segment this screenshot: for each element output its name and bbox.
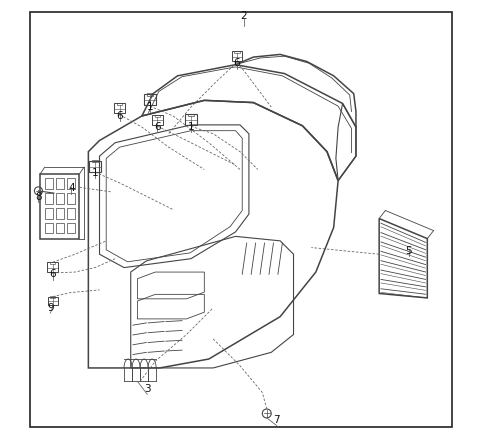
Bar [45,223,53,233]
Bar [40,174,79,239]
Bar [67,193,75,204]
Bar [185,114,197,125]
Bar [89,161,101,172]
Text: 6: 6 [49,269,56,279]
Bar [48,297,58,306]
Bar [45,178,53,189]
Bar [234,51,240,53]
Bar [155,115,160,117]
Text: 3: 3 [144,384,151,394]
Bar [144,94,156,105]
Text: 1: 1 [188,122,194,132]
Text: 1: 1 [92,168,98,178]
Text: 6: 6 [116,111,123,121]
Bar [92,160,98,162]
Text: 8: 8 [35,192,42,202]
Text: 9: 9 [47,303,54,313]
Bar [67,208,75,219]
Bar [67,223,75,233]
Bar [45,193,53,204]
Bar [117,103,122,105]
Text: 6: 6 [234,58,240,68]
Bar [188,114,194,116]
Bar [50,262,55,264]
Bar [48,262,58,272]
Bar [56,208,64,219]
Text: 5: 5 [405,246,412,256]
Bar [152,115,163,125]
Bar [114,103,125,113]
Bar [45,208,53,219]
Bar [56,223,64,233]
Text: 4: 4 [68,183,75,193]
Bar [56,193,64,204]
Bar [67,178,75,189]
Bar [50,296,55,298]
Bar [56,178,64,189]
Text: 6: 6 [154,122,161,132]
Text: 7: 7 [273,415,280,425]
Text: 2: 2 [240,11,247,21]
Bar [147,94,153,96]
Text: 1: 1 [146,102,153,112]
Bar [231,51,242,61]
